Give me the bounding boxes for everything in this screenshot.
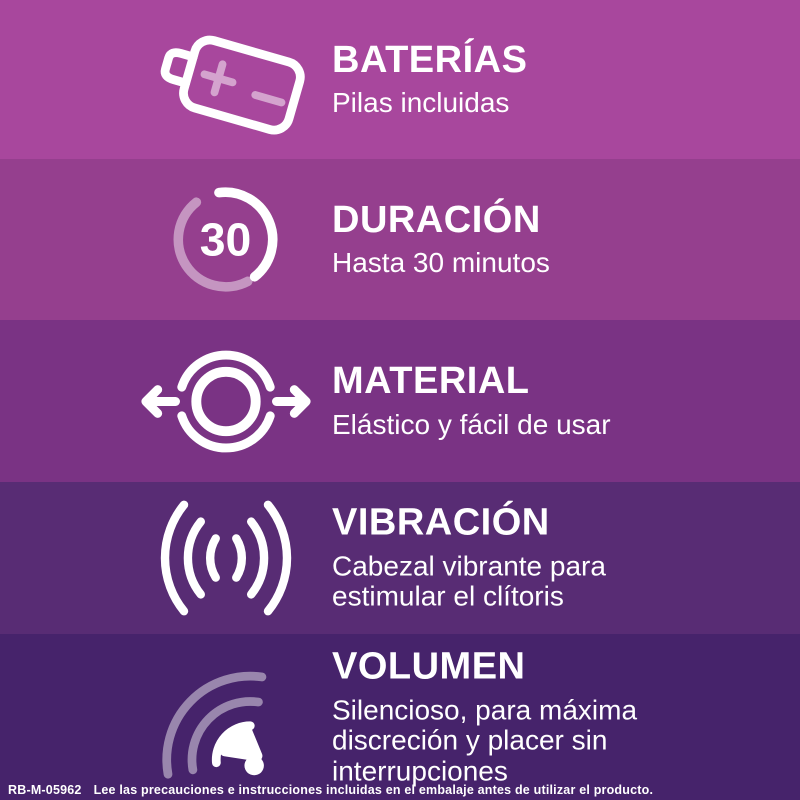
band-material: MATERIAL Elástico y fácil de usar <box>0 320 800 482</box>
product-code: RB-M-05962 <box>8 783 82 797</box>
legal-footer: RB-M-05962 Lee las precauciones e instruc… <box>8 783 792 797</box>
band-volumen: VOLUMEN Silencioso, para máxima discreci… <box>0 634 800 800</box>
band-title-volumen: VOLUMEN <box>332 645 526 688</box>
band-text-duracion: DURACIÓN Hasta 30 minutos <box>332 198 550 279</box>
band-text-vibracion: VIBRACIÓN Cabezal vibrante para estimula… <box>332 501 687 613</box>
timer-value: 30 <box>199 213 251 265</box>
band-title-baterias: BATERÍAS <box>332 38 528 81</box>
band-title-duracion: DURACIÓN <box>332 198 541 241</box>
legal-notice: Lee las precauciones e instrucciones inc… <box>93 783 654 797</box>
band-subtitle-baterias: Pilas incluidas <box>332 87 510 119</box>
stretch-material-icon <box>128 320 323 482</box>
timer-30-icon: 30 <box>128 159 323 320</box>
band-text-material: MATERIAL Elástico y fácil de usar <box>332 359 611 440</box>
band-baterias: BATERÍAS Pilas incluidas <box>0 0 800 159</box>
quiet-speaker-icon <box>128 634 323 800</box>
band-title-vibracion: VIBRACIÓN <box>332 501 550 544</box>
battery-icon <box>128 0 323 159</box>
band-subtitle-vibracion: Cabezal vibrante para estimular el clíto… <box>332 550 606 612</box>
vibration-waves-icon <box>128 482 323 634</box>
band-title-material: MATERIAL <box>332 359 530 402</box>
band-duracion: 30 DURACIÓN Hasta 30 minutos <box>0 159 800 320</box>
band-vibracion: VIBRACIÓN Cabezal vibrante para estimula… <box>0 482 800 634</box>
band-subtitle-material: Elástico y fácil de usar <box>332 408 611 440</box>
band-text-baterias: BATERÍAS Pilas incluidas <box>332 38 528 119</box>
band-text-volumen: VOLUMEN Silencioso, para máxima discreci… <box>332 645 687 787</box>
band-subtitle-volumen: Silencioso, para máxima discreción y pla… <box>332 694 638 787</box>
band-subtitle-duracion: Hasta 30 minutos <box>332 247 550 279</box>
